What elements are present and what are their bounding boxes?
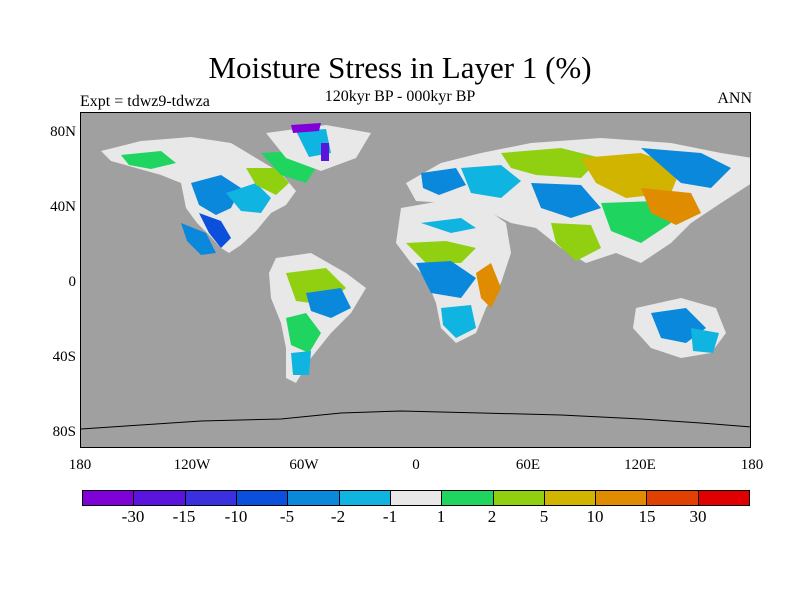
- africa: [396, 201, 511, 343]
- colorbar-segment: [596, 491, 648, 505]
- colorbar-segment: [390, 491, 443, 505]
- season-label: ANN: [717, 90, 752, 107]
- colorbar-label: -30: [121, 507, 145, 526]
- colorbar-label: -10: [224, 507, 248, 526]
- lat-label: 40S: [52, 349, 76, 365]
- colorbar-label: 30: [689, 507, 707, 526]
- colorbar-segment: [339, 491, 391, 505]
- colorbar-segment: [442, 491, 494, 505]
- colorbar-label: 10: [586, 507, 604, 526]
- colorbar-label: -1: [382, 507, 398, 526]
- colorbar-segment: [134, 491, 186, 505]
- colorbar-label: -2: [330, 507, 346, 526]
- map-subtitle: 120kyr BP - 000kyr BP: [324, 88, 476, 105]
- lon-label: 0: [412, 457, 420, 473]
- lat-label: 80S: [52, 424, 76, 440]
- colorbar-segment: [288, 491, 340, 505]
- australia: [633, 298, 726, 358]
- colorbar-label: 5: [539, 507, 549, 526]
- colorbar-label: 15: [638, 507, 656, 526]
- lon-label: 60E: [515, 457, 541, 473]
- colorbar-segment: [236, 491, 289, 505]
- experiment-label: Expt = tdwz9-tdwza: [80, 93, 210, 110]
- lat-label: 80N: [50, 124, 76, 140]
- lat-label: 40N: [50, 199, 76, 215]
- lon-label: 60W: [289, 457, 319, 473]
- colorbar: [82, 490, 750, 506]
- world-map: [81, 113, 750, 447]
- lon-label: 180: [68, 457, 92, 473]
- lon-label: 180: [740, 457, 764, 473]
- colorbar-segment: [185, 491, 237, 505]
- colorbar-segment: [544, 491, 597, 505]
- colorbar-segment: [698, 491, 750, 505]
- colorbar-segment: [493, 491, 545, 505]
- lon-label: 120E: [624, 457, 656, 473]
- north-america: [101, 123, 371, 255]
- lat-label: 0: [68, 274, 77, 290]
- colorbar-segment: [647, 491, 699, 505]
- antarctica-coast: [81, 410, 750, 430]
- colorbar-label: -15: [172, 507, 196, 526]
- map-panel: [80, 112, 751, 448]
- colorbar-label: -5: [279, 507, 295, 526]
- map-title: Moisture Stress in Layer 1 (%): [208, 50, 592, 85]
- colorbar-label: 2: [487, 507, 497, 526]
- colorbar-label: 1: [436, 507, 446, 526]
- eurasia: [406, 138, 750, 263]
- lon-label: 120W: [173, 457, 211, 473]
- south-america: [269, 253, 366, 383]
- colorbar-segment: [83, 491, 135, 505]
